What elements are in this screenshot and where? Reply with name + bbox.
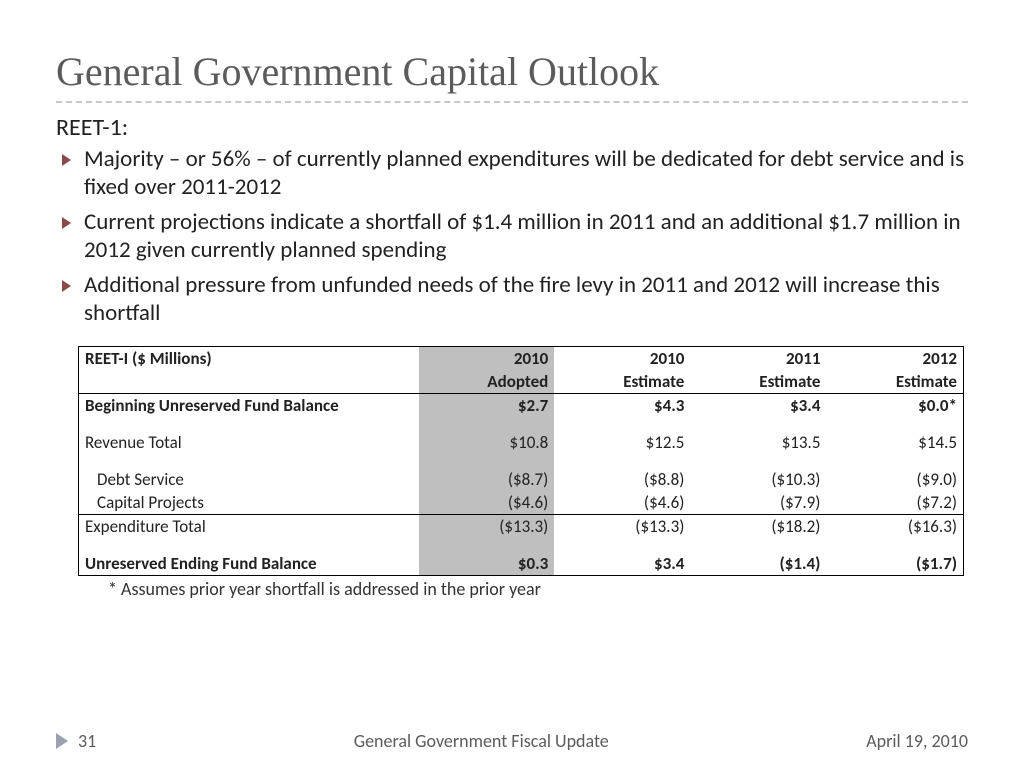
row-capital-label: Capital Projects: [79, 491, 419, 515]
row-exp-v0: ($13.3): [419, 514, 555, 538]
row-exp-v2: ($18.2): [690, 514, 826, 538]
title-divider: [56, 101, 968, 103]
row-debt-v1: ($8.8): [554, 468, 690, 491]
row-capital-v3: ($7.2): [826, 491, 963, 515]
col-year-0: 2010: [419, 346, 555, 370]
row-debt-label: Debt Service: [79, 468, 419, 491]
row-capital-v2: ($7.9): [690, 491, 826, 515]
section-subhead: REET-1:: [56, 113, 968, 142]
row-revenue-v2: $13.5: [690, 431, 826, 454]
bullet-item: Majority – or 56% – of currently planned…: [56, 146, 968, 201]
row-ending-v3: ($1.7): [826, 552, 963, 576]
row-beginning-v1: $4.3: [554, 393, 690, 417]
table-footnote: * Assumes prior year shortfall is addres…: [108, 578, 968, 600]
row-revenue-v1: $12.5: [554, 431, 690, 454]
page-number: 31: [78, 730, 96, 752]
footer-title: General Government Fiscal Update: [96, 730, 866, 752]
row-capital-v0: ($4.6): [419, 491, 555, 515]
row-revenue-v3: $14.5: [826, 431, 963, 454]
row-capital-v1: ($4.6): [554, 491, 690, 515]
bullet-item: Additional pressure from unfunded needs …: [56, 272, 968, 327]
bullet-item: Current projections indicate a shortfall…: [56, 209, 968, 264]
row-beginning-label: Beginning Unreserved Fund Balance: [79, 393, 419, 417]
reet-table: REET-I ($ Millions) 2010 2010 2011 2012 …: [78, 346, 964, 576]
col-year-3: 2012: [826, 346, 963, 370]
row-revenue-v0: $10.8: [419, 431, 555, 454]
row-revenue-label: Revenue Total: [79, 431, 419, 454]
table-header-empty: [79, 370, 419, 394]
col-type-0: Adopted: [419, 370, 555, 394]
slide-footer: 31 General Government Fiscal Update Apri…: [0, 730, 1024, 752]
row-ending-v0: $0.3: [419, 552, 555, 576]
row-exp-v1: ($13.3): [554, 514, 690, 538]
col-type-1: Estimate: [554, 370, 690, 394]
col-type-3: Estimate: [826, 370, 963, 394]
row-beginning-v2: $3.4: [690, 393, 826, 417]
col-year-1: 2010: [554, 346, 690, 370]
row-ending-label: Unreserved Ending Fund Balance: [79, 552, 419, 576]
row-beginning-v0: $2.7: [419, 393, 555, 417]
row-ending-v2: ($1.4): [690, 552, 826, 576]
row-ending-v1: $3.4: [554, 552, 690, 576]
row-beginning-v3: $0.0*: [826, 393, 963, 417]
row-debt-v0: ($8.7): [419, 468, 555, 491]
row-exp-label: Expenditure Total: [79, 514, 419, 538]
col-year-2: 2011: [690, 346, 826, 370]
page-title: General Government Capital Outlook: [56, 48, 968, 95]
row-exp-v3: ($16.3): [826, 514, 963, 538]
table-header-label: REET-I ($ Millions): [79, 346, 419, 370]
row-debt-v3: ($9.0): [826, 468, 963, 491]
col-type-2: Estimate: [690, 370, 826, 394]
footer-arrow-icon: [56, 733, 68, 749]
footer-date: April 19, 2010: [866, 730, 968, 752]
row-debt-v2: ($10.3): [690, 468, 826, 491]
bullet-list: Majority – or 56% – of currently planned…: [56, 146, 968, 328]
